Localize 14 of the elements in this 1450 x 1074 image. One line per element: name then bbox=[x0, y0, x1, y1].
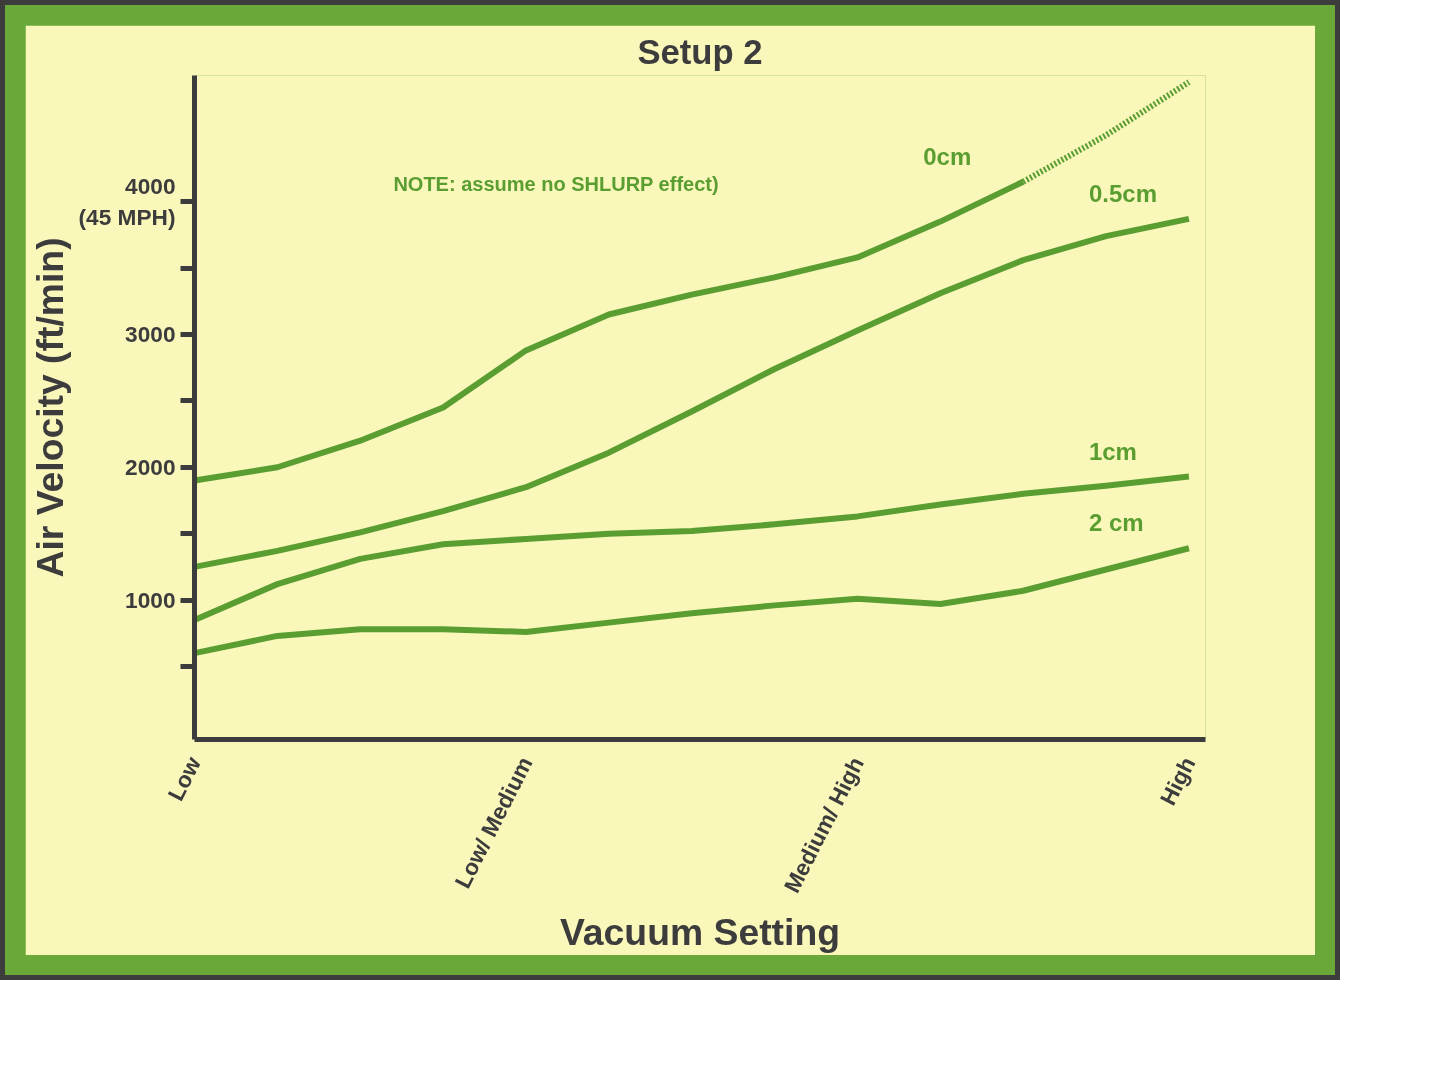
x-axis-title: Vacuum Setting bbox=[559, 910, 841, 953]
series-label: 1cm bbox=[1088, 437, 1137, 465]
series-label: 2 cm bbox=[1088, 509, 1144, 537]
x-tick-label: Low bbox=[162, 752, 207, 805]
y-tick-label: 3000 bbox=[125, 321, 176, 348]
y-tick-label: 1000 bbox=[125, 587, 176, 614]
x-tick-label: High bbox=[1154, 752, 1201, 810]
y-tick-label: 2000 bbox=[125, 454, 176, 481]
y-tick-label: 4000 (45 MPH) bbox=[78, 173, 176, 231]
chart-title: Setup 2 bbox=[637, 32, 763, 71]
y-axis-title: Air Velocity (ft/min) bbox=[28, 237, 71, 578]
series-label: 0cm bbox=[923, 142, 972, 170]
series-label: 0.5cm bbox=[1088, 179, 1157, 207]
annotation: NOTE: assume no SHLURP effect) bbox=[393, 173, 719, 196]
